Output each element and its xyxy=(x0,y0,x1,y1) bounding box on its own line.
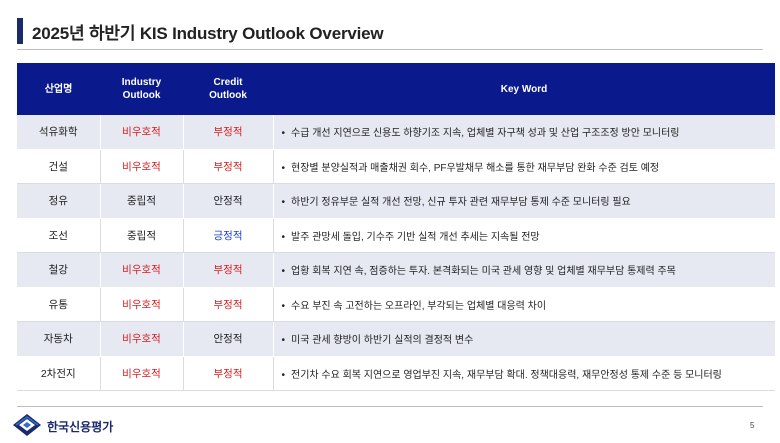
header-keyword: Key Word xyxy=(273,63,775,115)
industry-name: 철강 xyxy=(17,252,101,288)
industry-outlook: 비우호적 xyxy=(100,149,184,184)
credit-outlook: 부정적 xyxy=(183,149,274,184)
title-divider xyxy=(17,49,763,50)
table-row: 유통 비우호적 부정적 수요 부진 속 고전하는 오프라인, 부각되는 업체별 … xyxy=(17,287,775,322)
industry-outlook-table: 산업명 Industry Outlook Credit Outlook Key … xyxy=(17,63,775,391)
header-credit-outlook-line2: Outlook xyxy=(209,90,247,101)
industry-name: 건설 xyxy=(17,149,101,184)
keyword: 수급 개선 지연으로 신용도 하향기조 지속, 업체별 자구책 성과 및 산업 … xyxy=(273,115,775,150)
credit-outlook: 부정적 xyxy=(183,252,274,288)
industry-outlook: 비우호적 xyxy=(100,287,184,322)
industry-outlook: 비우호적 xyxy=(100,356,184,391)
table-row: 조선 중립적 긍정적 발주 관망세 돌입, 기수주 기반 실적 개선 추세는 지… xyxy=(17,218,775,253)
header-industry: 산업명 xyxy=(17,63,100,115)
industry-name: 자동차 xyxy=(17,321,101,357)
keyword: 미국 관세 향방이 하반기 실적의 결정적 변수 xyxy=(273,321,775,357)
table-header-row: 산업명 Industry Outlook Credit Outlook Key … xyxy=(17,63,775,115)
industry-outlook: 비우호적 xyxy=(100,252,184,288)
kis-diamond-logo-icon xyxy=(13,414,41,436)
header-credit-outlook-line1: Credit xyxy=(213,77,243,88)
table-row: 철강 비우호적 부정적 업황 회복 지연 속, 점증하는 투자. 본격화되는 미… xyxy=(17,252,775,288)
keyword: 전기차 수요 회복 지연으로 영업부진 지속, 재무부담 확대. 정책대응력, … xyxy=(273,356,775,391)
industry-outlook: 비우호적 xyxy=(100,115,184,150)
credit-outlook: 긍정적 xyxy=(183,218,274,253)
title-accent-bar xyxy=(17,18,23,44)
table-row: 2차전지 비우호적 부정적 전기차 수요 회복 지연으로 영업부진 지속, 재무… xyxy=(17,356,775,391)
table-row: 자동차 비우호적 안정적 미국 관세 향방이 하반기 실적의 결정적 변수 xyxy=(17,321,775,357)
footer-divider xyxy=(17,406,763,407)
page-title: 2025년 하반기 KIS Industry Outlook Overview xyxy=(32,24,384,43)
industry-name: 조선 xyxy=(17,218,101,253)
table-row: 정유 중립적 안정적 하반기 정유부문 실적 개선 전망, 신규 투자 관련 재… xyxy=(17,183,775,219)
keyword: 하반기 정유부문 실적 개선 전망, 신규 투자 관련 재무부담 통제 수준 모… xyxy=(273,183,775,219)
header-industry-outlook-line1: Industry xyxy=(121,77,162,88)
credit-outlook: 부정적 xyxy=(183,115,274,150)
keyword: 발주 관망세 돌입, 기수주 기반 실적 개선 추세는 지속될 전망 xyxy=(273,218,775,253)
header-industry-outlook: Industry Outlook xyxy=(100,63,183,115)
page-number: 5 xyxy=(750,421,755,430)
keyword: 수요 부진 속 고전하는 오프라인, 부각되는 업체별 대응력 차이 xyxy=(273,287,775,322)
industry-name: 정유 xyxy=(17,183,101,219)
industry-name: 유통 xyxy=(17,287,101,322)
keyword: 현장별 분양실적과 매출채권 회수, PF우발채무 해소를 통한 재무부담 완화… xyxy=(273,149,775,184)
header-industry-outlook-line2: Outlook xyxy=(122,90,161,101)
industry-name: 2차전지 xyxy=(17,356,101,391)
header-credit-outlook: Credit Outlook xyxy=(183,63,273,115)
industry-name: 석유화학 xyxy=(17,115,101,150)
industry-outlook: 중립적 xyxy=(100,183,184,219)
credit-outlook: 부정적 xyxy=(183,287,274,322)
credit-outlook: 부정적 xyxy=(183,356,274,391)
industry-outlook: 비우호적 xyxy=(100,321,184,357)
credit-outlook: 안정적 xyxy=(183,183,274,219)
keyword: 업황 회복 지연 속, 점증하는 투자. 본격화되는 미국 관세 영향 및 업체… xyxy=(273,252,775,288)
table-row: 석유화학 비우호적 부정적 수급 개선 지연으로 신용도 하향기조 지속, 업체… xyxy=(17,115,775,150)
credit-outlook: 안정적 xyxy=(183,321,274,357)
table-row: 건설 비우호적 부정적 현장별 분양실적과 매출채권 회수, PF우발채무 해소… xyxy=(17,149,775,184)
industry-outlook: 중립적 xyxy=(100,218,184,253)
company-logo-text: 한국신용평가 xyxy=(47,420,114,434)
